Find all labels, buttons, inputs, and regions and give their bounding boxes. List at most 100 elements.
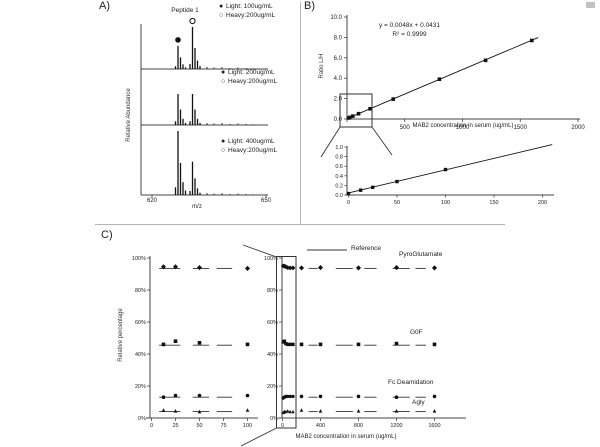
square-marker xyxy=(288,342,292,347)
heavy-peak-dot xyxy=(189,17,196,25)
triangle-marker xyxy=(245,408,250,412)
legend-reference-label: Reference xyxy=(351,245,381,252)
legend-heavy-label: Heavy:200ug/mL xyxy=(228,78,278,85)
c-right-y-tick-label: 60% xyxy=(267,320,278,326)
c-right-y-tick-label: 100% xyxy=(264,256,278,262)
b-inset-x-tick-label: 50 xyxy=(394,200,400,206)
trendline-equation: y = 0.0048x + 0.0431 xyxy=(378,22,441,29)
square-marker xyxy=(245,342,250,347)
circle-marker xyxy=(291,394,295,399)
circle-marker xyxy=(286,394,290,399)
diamond-marker xyxy=(172,264,179,270)
series-label-fc-deamidation: Fc Deamidation xyxy=(388,379,434,386)
b-y-tick-label: 4.0 xyxy=(334,76,343,82)
b-inset-y-tick-label: 0.4 xyxy=(335,174,343,180)
square-marker xyxy=(318,342,323,347)
c-callout-line xyxy=(240,427,277,447)
diamond-marker xyxy=(244,265,251,271)
diamond-marker xyxy=(298,265,305,271)
c-left-x-tick-label: 50 xyxy=(196,423,202,429)
circle-marker xyxy=(299,394,304,399)
square-marker xyxy=(350,114,355,118)
c-right-x-tick-label: 0 xyxy=(281,423,284,429)
series-label-pyroglutamate: PyroGlutamate xyxy=(399,251,443,258)
c-left-x-tick-label: 100 xyxy=(243,423,252,429)
c-left-y-tick-label: 100% xyxy=(132,256,146,262)
b-inset-y-tick-label: 0.6 xyxy=(335,164,343,170)
square-marker xyxy=(437,77,442,82)
legend-light-label: Light: 100ug/mL xyxy=(226,3,273,10)
b-callout-line xyxy=(371,126,393,156)
square-marker xyxy=(348,115,352,120)
square-marker xyxy=(286,342,290,347)
square-marker xyxy=(161,342,166,347)
c-left-x-tick-label: 75 xyxy=(220,423,226,429)
square-marker xyxy=(291,342,295,347)
panel-a-xtick-620: 620 xyxy=(146,198,157,204)
panel-c-x-axis-label: MAB2 concentration in serum (ug/mL) xyxy=(295,434,397,440)
square-marker xyxy=(483,58,488,63)
square-marker xyxy=(368,107,372,111)
corner-artifact xyxy=(586,2,595,8)
c-right-x-tick-label: 1600 xyxy=(428,423,440,429)
b-inset-x-tick-label: 100 xyxy=(441,200,450,206)
panel-a-y-axis-label: Relative Abundance xyxy=(126,88,132,142)
c-right-y-tick-label: 40% xyxy=(267,352,278,358)
b-inset-y-tick-label: 0.8 xyxy=(335,155,343,161)
circle-marker xyxy=(173,393,178,398)
circle-marker xyxy=(161,395,166,400)
square-marker xyxy=(299,342,304,347)
triangle-marker xyxy=(173,409,178,413)
b-x-tick-label: 500 xyxy=(400,125,411,131)
panel-b-equation-block: y = 0.0048x + 0.0431 R² = 0.9999 xyxy=(352,21,467,39)
diamond-marker xyxy=(355,265,362,271)
c-right-x-tick-label: 1200 xyxy=(390,423,402,429)
square-marker xyxy=(443,167,448,172)
panel-a-legend-1: ● Light: 100ug/mL ○ Heavy:200ug/mL xyxy=(219,2,275,20)
triangle-marker xyxy=(299,408,304,412)
b-inset-y-tick-label: 0.2 xyxy=(335,183,343,189)
b-y-tick-label: 8.0 xyxy=(334,35,343,41)
panel-a-x-axis-label: m/z xyxy=(192,204,202,210)
series-label-g0f: G0F xyxy=(410,329,423,336)
triangle-marker xyxy=(286,409,290,413)
b-inset-trendline xyxy=(348,144,553,194)
c-right-x-tick-label: 400 xyxy=(316,423,325,429)
b-x-tick-label: 1500 xyxy=(514,125,528,131)
b-trendline xyxy=(346,37,539,119)
circle-marker xyxy=(432,394,437,399)
circle-marker xyxy=(356,394,361,399)
c-left-y-tick-label: 40% xyxy=(135,352,146,358)
c-left-y-tick-label: 20% xyxy=(135,384,146,390)
r-squared-value: R² = 0.9999 xyxy=(392,31,427,38)
panel-a-xtick-650: 650 xyxy=(260,198,271,204)
square-marker xyxy=(530,38,534,43)
triangle-marker xyxy=(356,409,361,413)
square-marker xyxy=(371,185,375,190)
open-circle-icon: ○ xyxy=(221,78,226,85)
c-left-y-tick-label: 80% xyxy=(135,288,146,294)
open-circle-icon: ○ xyxy=(219,12,224,19)
c-callout-line xyxy=(242,244,277,258)
c-right-x-tick-label: 800 xyxy=(354,423,363,429)
b-x-tick-label: 2000 xyxy=(571,125,585,131)
square-marker xyxy=(284,341,288,346)
circle-marker xyxy=(288,394,292,399)
c-left-x-tick-label: 25 xyxy=(172,423,178,429)
horizontal-divider xyxy=(95,224,505,225)
open-circle-icon: ○ xyxy=(221,147,226,154)
triangle-marker xyxy=(394,409,399,413)
legend-light-label: Light: 200ug/mL xyxy=(228,69,275,76)
circle-marker xyxy=(197,393,202,398)
square-marker xyxy=(432,342,437,347)
legend-light-label: Light: 400ug/mL xyxy=(228,138,275,145)
square-marker xyxy=(197,341,202,345)
c-right-y-tick-label: 0% xyxy=(270,416,278,422)
square-marker xyxy=(356,342,361,347)
triangle-marker xyxy=(197,409,202,414)
square-marker xyxy=(356,111,361,116)
panel-b-x-axis-label: MAB2 concentration in serum (ug/mL) xyxy=(412,123,514,129)
b-y-tick-label: 6.0 xyxy=(334,56,343,62)
